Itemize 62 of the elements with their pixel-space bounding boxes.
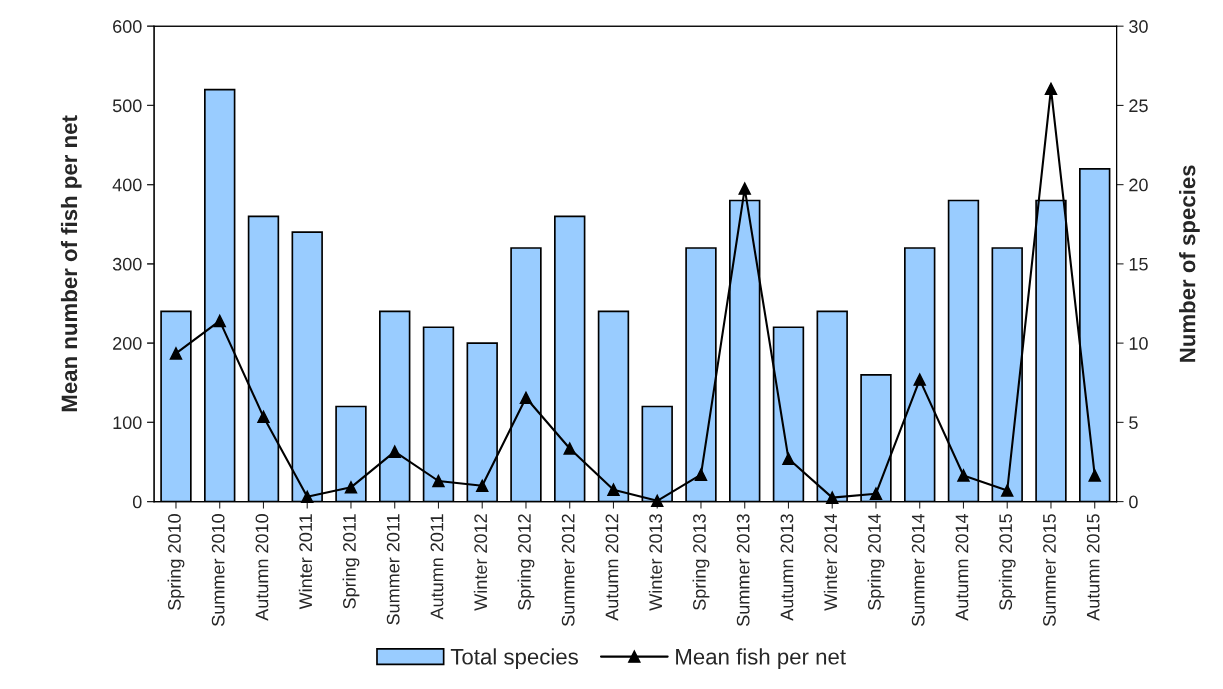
y2-tick-label: 15 [1129, 258, 1148, 271]
point [782, 452, 795, 466]
x-tick-label: Winter 2014 [823, 513, 838, 611]
y2-tick-label: 10 [1129, 337, 1148, 350]
point [300, 490, 314, 504]
y2-tick-label: 25 [1129, 99, 1148, 113]
y-tick-label: 300 [112, 257, 142, 271]
x-tick-label: Autumn 2012 [605, 514, 619, 621]
x-tick-label: Summer 2011 [386, 514, 400, 625]
y2-tick-label: 5 [1129, 416, 1138, 430]
y-tick-label: 0 [132, 495, 142, 509]
x-tick-label: Spring 2011 [342, 514, 360, 609]
point [1044, 82, 1058, 96]
point [1088, 469, 1101, 482]
point [957, 469, 970, 482]
x-tick-label: Autumn 2015 [1086, 514, 1100, 621]
point [344, 481, 358, 494]
y2-axis-title: Number of species [1179, 165, 1200, 362]
x-tick-label: Autumn 2014 [955, 513, 969, 621]
y-tick-label: 400 [112, 178, 142, 192]
point [563, 442, 576, 455]
x-tick-label: Winter 2011 [298, 514, 313, 610]
point [607, 483, 620, 496]
point [475, 479, 489, 492]
point [650, 494, 664, 508]
x-tick-label: Autumn 2010 [255, 514, 269, 621]
y-tick-label: 500 [112, 99, 142, 113]
x-tick-label: Spring 2014 [867, 513, 885, 610]
point [388, 445, 401, 458]
y-tick-label: 200 [113, 337, 142, 350]
y-tick-label: 600 [113, 20, 142, 33]
y2-tick-label: 20 [1129, 178, 1148, 192]
y-tick-label: 100 [113, 416, 142, 430]
x-tick-label: Spring 2012 [517, 514, 535, 610]
point [738, 182, 751, 195]
x-tick-label: Autumn 2013 [780, 514, 794, 621]
x-tick-label: Winter 2012 [473, 514, 488, 611]
point [825, 491, 839, 504]
x-tick-label: Summer 2014 [911, 513, 925, 626]
x-tick-label: Winter 2013 [648, 514, 663, 611]
legend-label: Mean fish per net [676, 648, 846, 669]
legend-label: Total species [450, 648, 578, 669]
x-tick-label: Summer 2015 [1043, 514, 1056, 626]
x-tick-label: Summer 2013 [736, 514, 750, 626]
point [1000, 484, 1014, 497]
point [213, 314, 226, 328]
x-tick-label: Autumn 2011 [430, 514, 444, 620]
point [257, 410, 270, 424]
point [694, 468, 708, 481]
y-axis-title: Mean number of fish per net [60, 115, 82, 412]
x-tick-label: Spring 2013 [692, 514, 710, 610]
x-tick-label: Spring 2010 [167, 514, 185, 610]
point [432, 474, 445, 488]
point [169, 347, 183, 360]
point [913, 373, 926, 386]
y2-tick-label: 30 [1129, 20, 1148, 33]
x-tick-label: Summer 2012 [561, 514, 575, 626]
point [869, 487, 883, 500]
x-tick-label: Spring 2015 [998, 514, 1016, 610]
y2-tick-label: 0 [1129, 495, 1138, 509]
point [519, 391, 533, 405]
x-tick-label: Summer 2010 [211, 514, 225, 626]
